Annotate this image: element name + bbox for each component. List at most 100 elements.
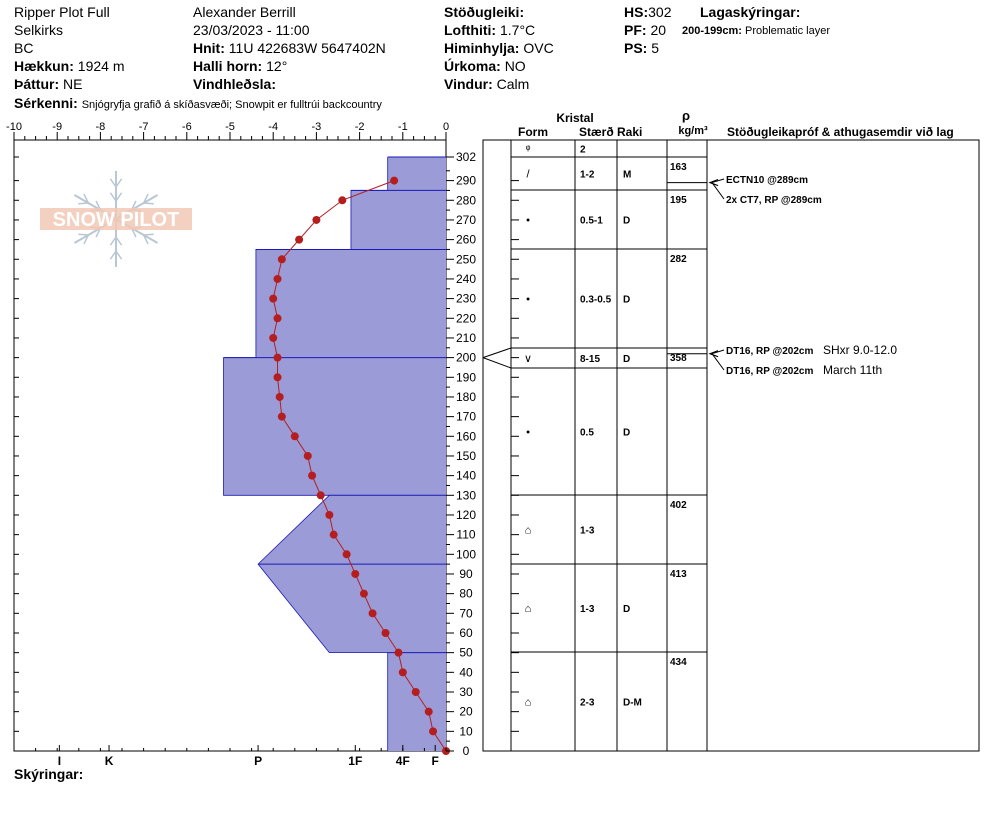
y-tick-label: 280 xyxy=(456,193,476,207)
temperature-point xyxy=(273,353,282,362)
wind-row: Vindur: Calm xyxy=(444,76,530,92)
y-tick-label: 20 xyxy=(459,705,473,719)
y-tick-label: 250 xyxy=(456,252,476,266)
snowflake-branch xyxy=(109,192,117,202)
test-label: DT16, RP @202cm xyxy=(726,366,813,377)
hardness-profile xyxy=(223,156,446,751)
temperature-point xyxy=(394,648,403,657)
form-header: Form xyxy=(518,125,548,139)
y-tick-label: 290 xyxy=(456,174,476,188)
x-tick-label: -8 xyxy=(96,121,106,133)
y-tick-label: 70 xyxy=(459,606,473,620)
stability-tests: ECTN10 @289cm 2x CT7, RP @289cm DT16, RP @… xyxy=(667,175,897,377)
snowflake-branch xyxy=(109,236,117,246)
y-tick-label: 10 xyxy=(459,724,473,738)
layer-form: ⌂ xyxy=(525,697,532,709)
temperature-point xyxy=(329,530,338,539)
x-tick-label: -6 xyxy=(182,121,192,133)
y-tick-label: 220 xyxy=(456,311,476,325)
wetness-header: Raki xyxy=(617,125,642,139)
comments-label: Skýringar: xyxy=(14,766,84,782)
layer-connector xyxy=(482,347,512,359)
temperature-point xyxy=(275,392,284,401)
y-tick-label: 90 xyxy=(459,567,473,581)
hs-row: HS:302 xyxy=(624,4,672,20)
x-tick-label: -5 xyxy=(225,121,235,133)
temperature-point xyxy=(325,510,334,519)
test-label: DT16, RP @202cm xyxy=(726,346,813,357)
region-name: BC xyxy=(14,40,34,56)
snowflake-branch xyxy=(143,202,154,205)
test-label: 2x CT7, RP @289cm xyxy=(726,195,822,206)
snowflake-branch xyxy=(115,250,123,260)
layer-form: ⌂ xyxy=(525,603,532,615)
pf-row: PF: 20 xyxy=(624,22,667,38)
x-tick-label: -3 xyxy=(312,121,322,133)
y-tick-label: 270 xyxy=(456,213,476,227)
test-comment: March 11th xyxy=(823,363,882,377)
hardness-label: 1F xyxy=(348,754,362,768)
stability-row: Stöðugleiki: xyxy=(444,4,525,20)
hardness-label: 4F xyxy=(396,754,410,768)
layer-density: 282 xyxy=(670,254,687,265)
hardness-label: K xyxy=(105,754,114,768)
kristal-header: Kristal xyxy=(556,111,593,125)
test-leader xyxy=(711,349,725,355)
table-frame xyxy=(482,139,980,752)
y-tick-label: 0 xyxy=(463,744,470,758)
snowflake-branch xyxy=(78,202,89,205)
x-tick-label: -10 xyxy=(6,121,22,133)
x-tick-label: -7 xyxy=(139,121,149,133)
temperature-point xyxy=(429,727,438,736)
y-tick-label: 170 xyxy=(456,410,476,424)
sky-row: Himinhylja: OVC xyxy=(444,40,554,56)
temperature-point xyxy=(269,333,278,342)
x-tick-label: -2 xyxy=(355,121,365,133)
temperature-point xyxy=(359,589,368,598)
y-tick-label: 230 xyxy=(456,292,476,306)
range-name: Selkirks xyxy=(14,22,64,38)
layer-form: / xyxy=(526,169,530,181)
test-leader xyxy=(711,178,725,184)
layer-size: 2-3 xyxy=(580,698,595,709)
layer-size: 0.5-1 xyxy=(580,216,603,227)
y-tick-label: 130 xyxy=(456,488,476,502)
temperature-point xyxy=(312,215,321,224)
layer-connector xyxy=(482,357,512,369)
test-comment: SHxr 9.0-12.0 xyxy=(823,343,897,357)
snowflake-branch xyxy=(115,236,123,246)
test-arrow-icon xyxy=(708,350,719,358)
temperature-point xyxy=(351,569,360,578)
layer-size: 1-3 xyxy=(580,526,595,537)
temperature-point xyxy=(308,471,317,480)
legend-heading: Lagaskýringar: xyxy=(700,4,801,20)
snowflake-branch xyxy=(109,178,117,188)
features-row: Sérkenni: Snjógryfja grafið á skíðasvæði… xyxy=(14,95,382,111)
y-tick-label: 240 xyxy=(456,272,476,286)
x-tick-label: -9 xyxy=(52,121,62,133)
y-tick-label: 80 xyxy=(459,587,473,601)
test-leader xyxy=(711,353,725,371)
layer-size: 8-15 xyxy=(580,354,600,365)
y-tick-label: 40 xyxy=(459,665,473,679)
layer-form: • xyxy=(526,294,530,306)
y-tick-label: 140 xyxy=(456,469,476,483)
temperature-point xyxy=(273,373,282,382)
layer-wetness: D xyxy=(623,604,630,615)
y-tick-label: 120 xyxy=(456,508,476,522)
temperature-point xyxy=(390,176,399,185)
size-header: Stærð xyxy=(579,125,614,139)
ps-row: PS: 5 xyxy=(624,40,660,56)
snowflake-branch xyxy=(78,233,89,236)
y-tick-label: 30 xyxy=(459,685,473,699)
y-tick-label: 260 xyxy=(456,233,476,247)
temperature-point xyxy=(398,668,407,677)
layer-size: 0.5 xyxy=(580,428,594,439)
hardness-label: F xyxy=(432,754,439,768)
layer-density: 402 xyxy=(670,500,687,511)
layer-form: • xyxy=(526,427,530,439)
y-tick-label: 160 xyxy=(456,429,476,443)
temperature-point xyxy=(368,609,377,618)
snowflake-branch xyxy=(143,193,149,204)
temperature-point xyxy=(269,294,278,303)
